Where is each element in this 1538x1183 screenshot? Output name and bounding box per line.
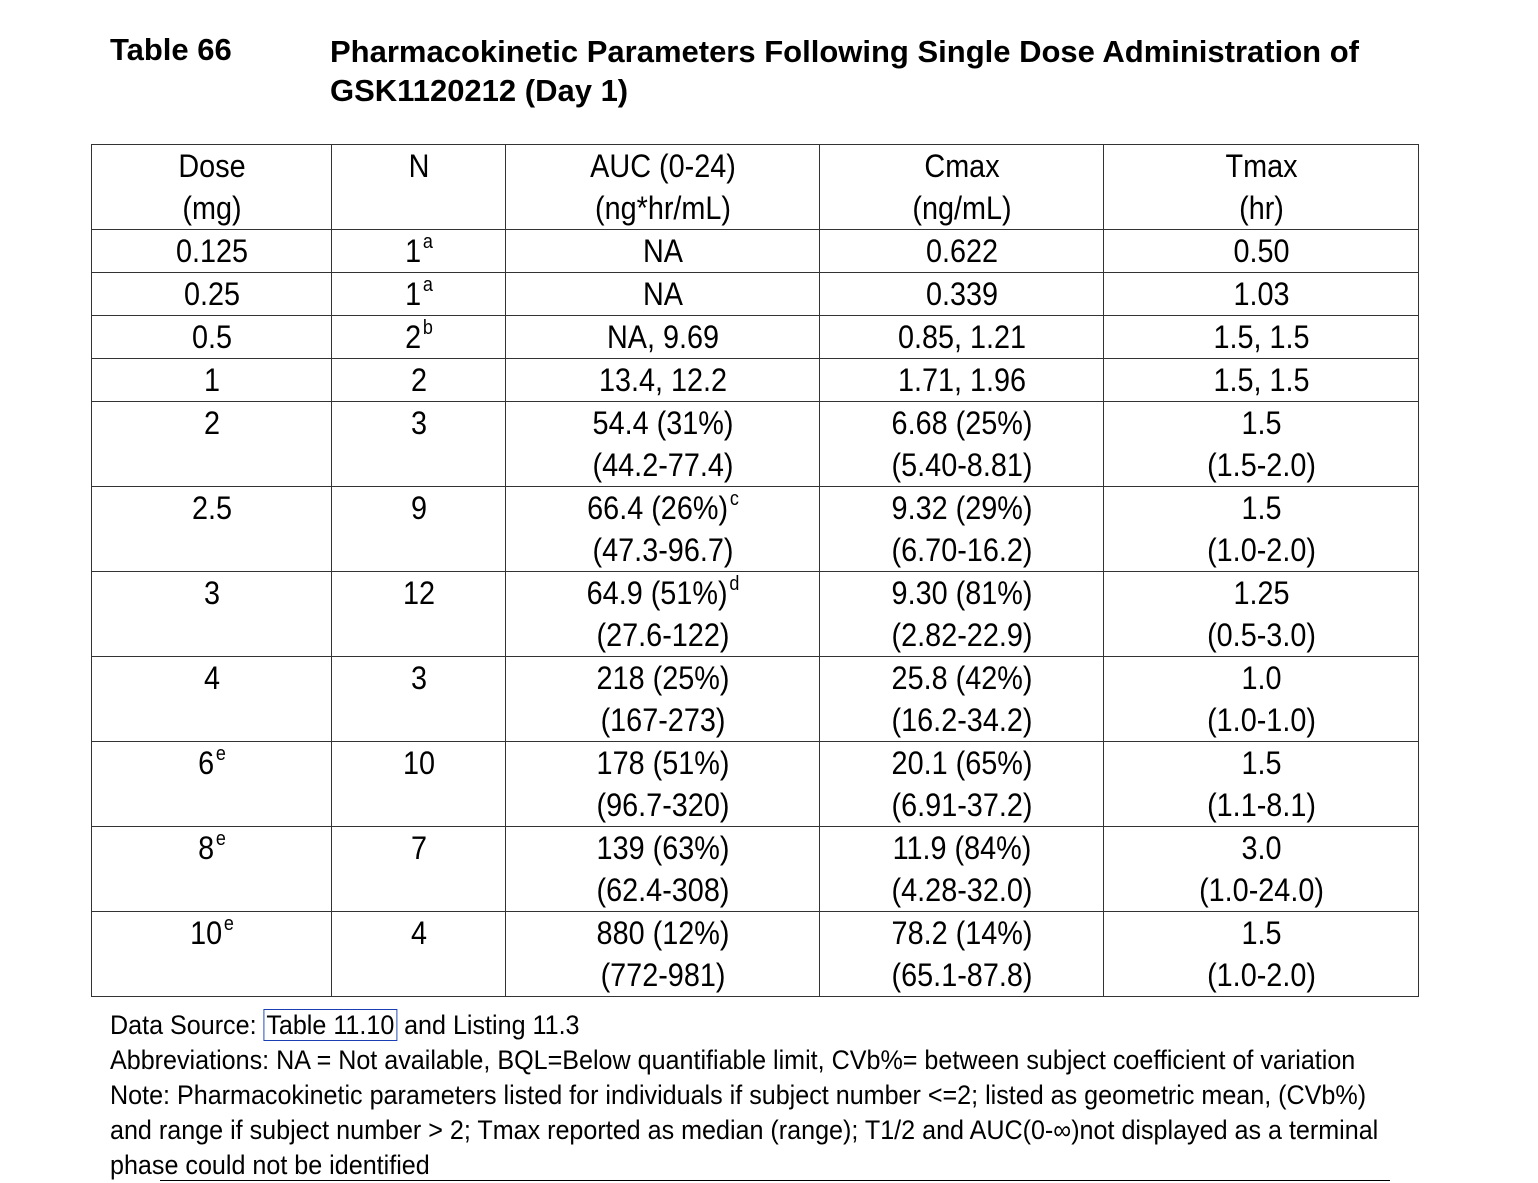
abbreviations-line: Abbreviations: NA = Not available, BQL=B…: [110, 1045, 1356, 1075]
cell-dose: 6e: [103, 741, 320, 827]
cell-cmax: 25.8 (42%) (16.2-34.2): [833, 656, 1090, 742]
cell-cmax: 9.30 (81%) (2.82-22.9): [833, 571, 1090, 657]
cell-auc: NA: [520, 229, 805, 273]
cell-dose: 2: [103, 401, 320, 487]
cell-auc: 139 (63%) (62.4-308): [520, 826, 805, 912]
cell-tmax: 1.5, 1.5: [1118, 315, 1404, 359]
cell-n: 2b: [339, 315, 498, 359]
cell-tmax: 1.0 (1.0-1.0): [1118, 656, 1404, 742]
table-row: 2 3 54.4 (31%) (44.2-77.4) 6.68 (25%) (5.40-8…: [92, 401, 1419, 487]
table-row: 4 3 218 (25%) (167-273) 25.8 (42%) (16.2-34.2…: [92, 656, 1419, 742]
cell-auc: 178 (51%) (96.7-320): [520, 741, 805, 827]
cell-n: 12: [339, 571, 498, 657]
table-notes: Data Source: Table 11.10 and Listing 11.…: [110, 1008, 1379, 1183]
header-auc: AUC (0-24) (ng*hr/mL): [520, 144, 805, 230]
note-line-1: Note: Pharmacokinetic parameters listed …: [110, 1080, 1367, 1110]
cell-tmax: 1.5, 1.5: [1118, 358, 1404, 402]
cell-dose: 0.125: [103, 229, 320, 273]
cell-tmax: 1.5 (1.5-2.0): [1118, 401, 1404, 487]
cell-auc: 54.4 (31%) (44.2-77.4): [520, 401, 805, 487]
cell-dose: 3: [103, 571, 320, 657]
cell-cmax: 78.2 (14%) (65.1-87.8): [833, 911, 1090, 997]
table-row: 2.5 9 66.4 (26%)c (47.3-96.7) 9.32 (29%) (6.7…: [92, 486, 1419, 572]
footnote-marker: c: [729, 488, 739, 510]
cell-cmax: 0.622: [833, 229, 1090, 273]
cell-cmax: 6.68 (25%) (5.40-8.81): [833, 401, 1090, 487]
cell-cmax: 0.85, 1.21: [833, 315, 1090, 359]
cell-cmax: 9.32 (29%) (6.70-16.2): [833, 486, 1090, 572]
cell-dose: 0.5: [103, 315, 320, 359]
cell-dose: 4: [103, 656, 320, 742]
cell-tmax: 1.5 (1.1-8.1): [1118, 741, 1404, 827]
cell-auc: 880 (12%) (772-981): [520, 911, 805, 997]
footnote-marker: e: [215, 743, 226, 765]
bottom-rule: [160, 1180, 1390, 1181]
cell-auc: NA, 9.69: [520, 315, 805, 359]
cell-cmax: 20.1 (65%) (6.91-37.2): [833, 741, 1090, 827]
cell-n: 3: [339, 656, 498, 742]
cell-tmax: 1.5 (1.0-2.0): [1118, 486, 1404, 572]
note-line-3: phase could not be identified: [110, 1150, 430, 1180]
table-row: 0.5 2b NA, 9.69 0.85, 1.21 1.5, 1.5: [92, 315, 1419, 359]
table-row: 0.25 1a NA 0.339 1.03: [92, 272, 1419, 316]
table-row: 0.125 1a NA 0.622 0.50: [92, 229, 1419, 273]
cell-dose: 10e: [103, 911, 320, 997]
cell-auc: NA: [520, 272, 805, 316]
data-source-line: Data Source: Table 11.10 and Listing 11.…: [110, 1009, 580, 1041]
table-row: 1 2 13.4, 12.2 1.71, 1.96 1.5, 1.5: [92, 358, 1419, 402]
cell-auc: 64.9 (51%)d (27.6-122): [520, 571, 805, 657]
cell-tmax: 3.0 (1.0-24.0): [1118, 826, 1404, 912]
table-title: Pharmacokinetic Parameters Following Sin…: [330, 34, 1359, 108]
cell-tmax: 0.50: [1118, 229, 1404, 273]
cell-auc: 13.4, 12.2: [520, 358, 805, 402]
cell-auc: 66.4 (26%)c (47.3-96.7): [520, 486, 805, 572]
header-cmax: Cmax (ng/mL): [833, 144, 1090, 230]
cell-n: 3: [339, 401, 498, 487]
table-header-row: Dose (mg) N AUC (0-24) (ng*hr/mL) Cmax (ng/…: [92, 144, 1419, 230]
cell-n: 1a: [339, 229, 498, 273]
cell-dose: 8e: [103, 826, 320, 912]
source-table-link[interactable]: Table 11.10: [263, 1009, 398, 1041]
cell-n: 2: [339, 358, 498, 402]
cell-cmax: 0.339: [833, 272, 1090, 316]
footnote-marker: e: [215, 828, 226, 850]
cell-n: 4: [339, 911, 498, 997]
footnote-marker: b: [422, 317, 433, 339]
table-row: 6e 10 178 (51%) (96.7-320) 20.1 (65%) (6.91-3…: [92, 741, 1419, 827]
header-n: N: [339, 144, 498, 230]
table-row: 8e 7 139 (63%) (62.4-308) 11.9 (84%) (4.28-32…: [92, 826, 1419, 912]
header-dose: Dose (mg): [103, 144, 320, 230]
cell-n: 7: [339, 826, 498, 912]
cell-cmax: 11.9 (84%) (4.28-32.0): [833, 826, 1090, 912]
footnote-marker: d: [728, 573, 739, 595]
table-number: Table 66: [110, 32, 232, 67]
footnote-marker: e: [223, 913, 234, 935]
cell-n: 1a: [339, 272, 498, 316]
footnote-marker: a: [422, 274, 433, 296]
cell-dose: 1: [103, 358, 320, 402]
table-row: 10e 4 880 (12%) (772-981) 78.2 (14%) (65.1-87…: [92, 911, 1419, 997]
footnote-marker: a: [422, 231, 433, 253]
note-line-2: and range if subject number > 2; Tmax re…: [110, 1115, 1379, 1145]
cell-cmax: 1.71, 1.96: [833, 358, 1090, 402]
cell-tmax: 1.5 (1.0-2.0): [1118, 911, 1404, 997]
cell-dose: 0.25: [103, 272, 320, 316]
cell-dose: 2.5: [103, 486, 320, 572]
cell-tmax: 1.25 (0.5-3.0): [1118, 571, 1404, 657]
pk-parameters-table: Dose (mg) N AUC (0-24) (ng*hr/mL) Cmax (ng/…: [91, 144, 1419, 997]
header-tmax: Tmax (hr): [1118, 144, 1404, 230]
cell-tmax: 1.03: [1118, 272, 1404, 316]
cell-n: 10: [339, 741, 498, 827]
cell-auc: 218 (25%) (167-273): [520, 656, 805, 742]
cell-n: 9: [339, 486, 498, 572]
table-row: 3 12 64.9 (51%)d (27.6-122) 9.30 (81%) (2.82-…: [92, 571, 1419, 657]
